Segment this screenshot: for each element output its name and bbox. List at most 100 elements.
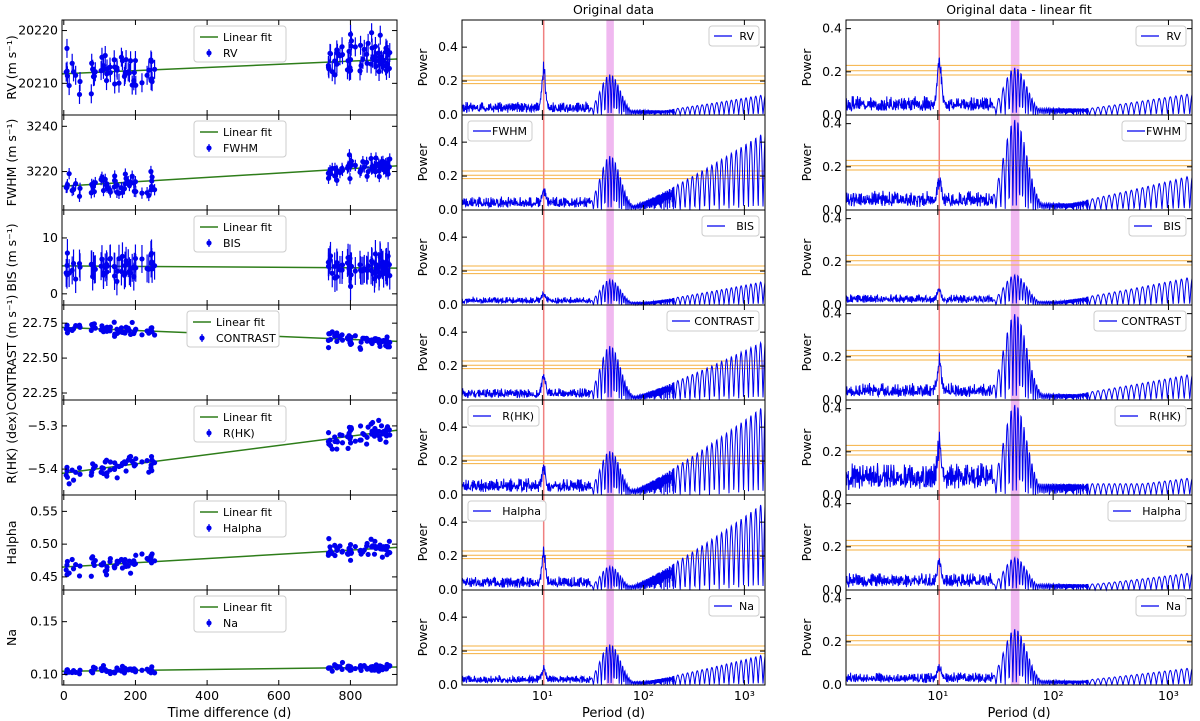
x-tick-label: 800 (338, 688, 362, 703)
y-tick-label: 0.4 (822, 306, 842, 321)
data-point (383, 439, 389, 445)
data-point (347, 175, 353, 182)
data-point (146, 192, 152, 199)
data-point (385, 51, 391, 58)
data-point (325, 259, 332, 265)
y-tick-label: 0.2 (822, 254, 842, 269)
data-point (345, 445, 351, 451)
data-point (114, 67, 120, 73)
y-tick-label: 0.4 (822, 496, 842, 511)
legend-label: Halpha (1142, 505, 1181, 518)
y-tick-label: 0.0 (822, 202, 842, 217)
data-point (151, 670, 158, 676)
data-point (378, 423, 385, 429)
data-point (376, 668, 382, 674)
y-tick-label: 0 (50, 286, 58, 301)
data-point (357, 167, 364, 173)
x-axis-label: Time difference (d) (167, 706, 292, 721)
data-point (325, 344, 332, 351)
data-point (360, 430, 366, 437)
data-point (148, 260, 154, 267)
data-point (126, 666, 133, 672)
legend-box (193, 595, 287, 633)
data-point (360, 268, 366, 274)
data-point (91, 562, 97, 568)
data-point (111, 319, 117, 325)
data-point (123, 175, 129, 182)
data-point (144, 457, 150, 464)
data-point (387, 156, 393, 162)
y-tick-label: 0.0 (438, 107, 458, 122)
data-point (92, 179, 98, 186)
data-point (88, 573, 94, 579)
y-tick-label: 0.2 (438, 548, 458, 563)
legend-series-label: R(HK) (223, 427, 255, 440)
data-point (381, 428, 387, 435)
y-tick-label: 0.4 (822, 401, 842, 416)
data-point (352, 268, 358, 274)
data-point (339, 337, 346, 343)
y-tick-label: 0.0 (438, 487, 458, 502)
panel-title: Original data (573, 2, 654, 17)
data-point (148, 462, 154, 468)
data-point (373, 662, 379, 669)
data-point (376, 50, 382, 56)
data-point (126, 327, 133, 334)
periodogram-curve (845, 404, 1193, 496)
data-point (118, 54, 125, 60)
y-tick-label: 0.4 (822, 21, 842, 36)
data-point (126, 70, 133, 76)
y-tick-label: 0.0 (438, 392, 458, 407)
period-band (1010, 305, 1020, 400)
data-point (339, 432, 345, 438)
data-point (89, 469, 95, 475)
pgram-panel-fwhm-2: 0.0 0.2 0.4 Power FWHM (799, 114, 1193, 217)
data-point (376, 417, 382, 423)
data-point (352, 543, 358, 550)
legend-box (1121, 120, 1187, 142)
legend-series-label: RV (223, 47, 238, 60)
data-point (364, 543, 370, 549)
data-point (364, 441, 370, 447)
data-point (352, 438, 358, 444)
y-axis-label: Power (799, 48, 814, 87)
data-point (118, 668, 125, 674)
legend-box (666, 310, 760, 332)
x-axis-label: Period (d) (987, 706, 1050, 721)
periodogram-curve (461, 408, 766, 496)
data-point (131, 558, 137, 564)
data-point (92, 557, 98, 564)
data-point (139, 459, 145, 465)
y-tick-label: 3220 (26, 164, 58, 179)
data-point (131, 273, 137, 280)
data-point (146, 557, 152, 563)
data-point (385, 426, 391, 432)
data-point (352, 333, 358, 339)
legend-series-label: Na (223, 617, 238, 630)
y-tick-label: 0.0 (822, 107, 842, 122)
data-point (339, 167, 346, 174)
data-point (384, 160, 390, 166)
data-point (348, 272, 354, 278)
data-point (339, 52, 346, 58)
legend-series-label: BIS (223, 237, 241, 250)
data-point (76, 193, 83, 199)
legend-label: CONTRAST (1121, 315, 1181, 328)
data-point (66, 82, 72, 89)
data-point (384, 47, 390, 53)
ts-panel-fwhm: 3220 3240 FWHM (m s⁻¹) Linear fit FWHM (4, 114, 398, 211)
data-point (102, 459, 108, 465)
data-point (89, 60, 95, 66)
data-point (63, 567, 69, 573)
data-point (122, 171, 128, 177)
data-point (102, 327, 108, 333)
data-point (370, 419, 376, 426)
data-point (360, 159, 366, 165)
data-point (77, 185, 83, 191)
data-point (102, 568, 108, 574)
y-tick-label: 0.10 (30, 666, 58, 681)
y-tick-label: 0.4 (438, 514, 458, 529)
data-point (377, 32, 383, 38)
data-point (334, 47, 340, 53)
